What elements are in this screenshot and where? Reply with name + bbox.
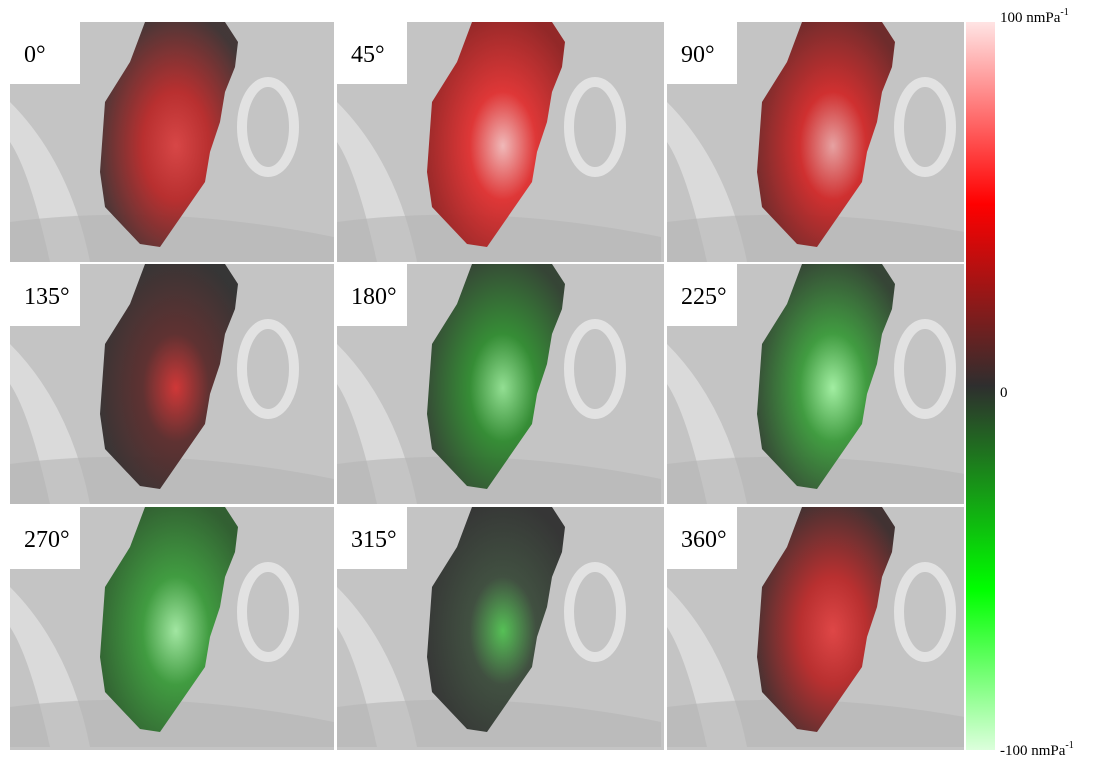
image-panel: 0° (10, 22, 334, 262)
angle-label: 360° (681, 527, 727, 553)
image-panel: 315° (337, 507, 664, 750)
image-panel: 360° (667, 507, 991, 750)
colorbar (966, 22, 995, 750)
image-panel: 45° (337, 22, 664, 262)
angle-label: 135° (24, 284, 70, 310)
colorbar-label-text: 0 (1000, 385, 1008, 401)
image-panel: 270° (10, 507, 334, 750)
angle-label: 270° (24, 527, 70, 553)
colorbar-label-text: 100 nmPa (1000, 10, 1061, 26)
angle-label: 225° (681, 284, 727, 310)
angle-label: 45° (351, 42, 385, 68)
angle-label: 90° (681, 42, 715, 68)
image-panel: 90° (667, 22, 991, 262)
image-panel: 135° (10, 264, 334, 504)
colorbar-label-sup: -1 (1060, 7, 1068, 18)
figure: 0° 45° 90° 135° 180° 225° 270° 315° 360° 100 nmPa… (0, 0, 1106, 760)
colorbar-label-text: -100 nmPa (1000, 743, 1066, 759)
colorbar-label: 0 (1000, 385, 1008, 401)
image-panel: 225° (667, 264, 991, 504)
angle-label: 315° (351, 527, 397, 553)
angle-label: 0° (24, 42, 46, 68)
colorbar-label: 100 nmPa-1 (1000, 7, 1069, 26)
colorbar-label: -100 nmPa-1 (1000, 740, 1074, 759)
angle-label: 180° (351, 284, 397, 310)
image-panel: 180° (337, 264, 664, 504)
colorbar-label-sup: -1 (1065, 740, 1073, 751)
